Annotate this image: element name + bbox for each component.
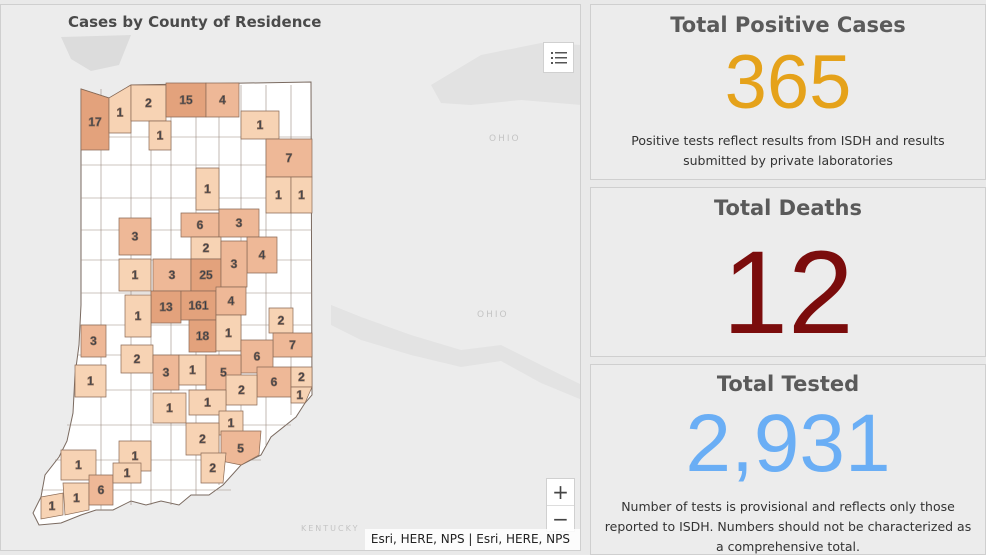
county-area[interactable] — [152, 354, 180, 391]
county-area[interactable] — [220, 240, 248, 288]
county-case-count: 1 — [296, 388, 303, 402]
county-case-count: 1 — [204, 396, 211, 410]
county-case-count: 18 — [196, 329, 210, 343]
county-case-count: 3 — [163, 366, 170, 380]
county-case-count: 4 — [219, 93, 226, 107]
county-case-count: 2 — [238, 383, 245, 397]
tested-value: 2,931 — [685, 398, 891, 489]
county-case-count: 1 — [204, 182, 211, 196]
county-case-count: 2 — [209, 461, 216, 475]
county-case-count: 1 — [87, 374, 94, 388]
county-case-count: 1 — [275, 188, 282, 202]
positive-cases-description: Positive tests reflect results from ISDH… — [631, 133, 945, 168]
county-case-count: 4 — [228, 294, 235, 308]
county-case-count: 1 — [132, 449, 139, 463]
county-map-panel[interactable]: OHIO OHIO KENTUCKY 17 1 2 15 4 1 1 7 1 1 1 6 3 3 2 4 1 3 2… — [0, 4, 581, 551]
county-case-count: 5 — [237, 442, 244, 456]
total-tested-card: Total Tested 2,931 Number of tests is pr… — [590, 364, 986, 555]
county-case-count: 3 — [236, 216, 243, 230]
county-case-count: 2 — [145, 96, 152, 110]
county-case-count: 1 — [124, 466, 131, 480]
county-case-count: 6 — [98, 483, 105, 497]
county-area[interactable] — [290, 176, 313, 214]
county-case-count: 2 — [203, 241, 210, 255]
county-case-count: 7 — [286, 151, 293, 165]
county-case-count: 161 — [188, 299, 208, 313]
deaths-title: Total Deaths — [713, 196, 862, 220]
county-case-count: 1 — [117, 105, 124, 119]
county-case-count: 15 — [179, 93, 193, 107]
zoom-out-button[interactable]: − — [547, 505, 574, 531]
county-case-count: 3 — [169, 268, 176, 282]
county-area[interactable] — [118, 217, 152, 256]
county-case-count: 7 — [289, 338, 296, 352]
county-case-count: 2 — [199, 432, 206, 446]
county-case-count: 2 — [134, 352, 141, 366]
map-attribution: Esri, HERE, NPS | Esri, HERE, NPS — [364, 529, 580, 550]
deaths-value: 12 — [722, 227, 854, 357]
county-area[interactable] — [205, 82, 240, 118]
positive-cases-value: 365 — [724, 40, 852, 125]
positive-cases-title: Total Positive Cases — [670, 13, 906, 37]
county-case-count: 1 — [228, 416, 235, 430]
county-case-count: 1 — [189, 363, 196, 377]
county-area[interactable] — [88, 474, 114, 506]
county-area[interactable] — [40, 492, 64, 520]
tested-title: Total Tested — [716, 372, 860, 396]
total-positive-cases-card: Total Positive Cases 365 Positive tests … — [590, 4, 986, 180]
county-area[interactable] — [112, 462, 142, 484]
county-case-count: 17 — [88, 115, 102, 129]
county-case-count: 1 — [73, 491, 80, 505]
county-case-count: 5 — [220, 366, 227, 380]
map-title: Cases by County of Residence — [68, 13, 322, 31]
county-case-count: 25 — [199, 268, 213, 282]
map-label-ohio-1: OHIO — [489, 134, 521, 144]
county-case-count: 3 — [231, 257, 238, 271]
county-area[interactable] — [80, 88, 110, 151]
county-case-count: 1 — [225, 326, 232, 340]
county-case-count: 4 — [259, 248, 266, 262]
county-case-count: 13 — [159, 300, 173, 314]
lake-michigan-shape — [61, 35, 131, 71]
county-case-count: 1 — [166, 401, 173, 415]
county-case-count: 1 — [75, 458, 82, 472]
county-case-count: 2 — [278, 314, 285, 328]
ohio-river-shape — [331, 305, 580, 400]
county-case-count: 6 — [197, 218, 204, 232]
county-area[interactable] — [215, 286, 247, 316]
county-case-count: 1 — [135, 309, 142, 323]
legend-button[interactable] — [543, 42, 574, 73]
county-case-count: 6 — [254, 350, 261, 364]
county-case-count: 1 — [132, 268, 139, 282]
county-case-count: 6 — [271, 375, 278, 389]
county-area[interactable] — [124, 294, 152, 338]
county-case-count: 1 — [257, 118, 264, 132]
total-deaths-card: Total Deaths 12 — [590, 187, 986, 357]
county-area[interactable] — [62, 482, 90, 516]
county-case-count: 2 — [298, 370, 305, 384]
county-area[interactable] — [200, 452, 227, 484]
zoom-in-button[interactable]: + — [552, 480, 569, 504]
county-area[interactable] — [290, 386, 313, 404]
lake-erie-shape — [431, 43, 580, 105]
county-case-count: 1 — [298, 188, 305, 202]
tested-description: Number of tests is provisional and refle… — [604, 499, 972, 554]
county-area[interactable] — [148, 120, 172, 151]
county-area[interactable] — [108, 84, 132, 134]
county-case-count: 1 — [49, 499, 56, 513]
county-area[interactable] — [188, 319, 217, 353]
map-label-ohio-2: OHIO — [477, 310, 509, 320]
county-case-count: 3 — [90, 334, 97, 348]
county-case-count: 1 — [157, 129, 164, 143]
county-area[interactable] — [80, 324, 107, 358]
county-case-count: 3 — [132, 230, 139, 244]
county-area[interactable] — [74, 364, 107, 398]
map-label-kentucky: KENTUCKY — [301, 524, 359, 533]
legend-list-icon — [550, 51, 567, 64]
zoom-control: + − — [546, 478, 575, 532]
